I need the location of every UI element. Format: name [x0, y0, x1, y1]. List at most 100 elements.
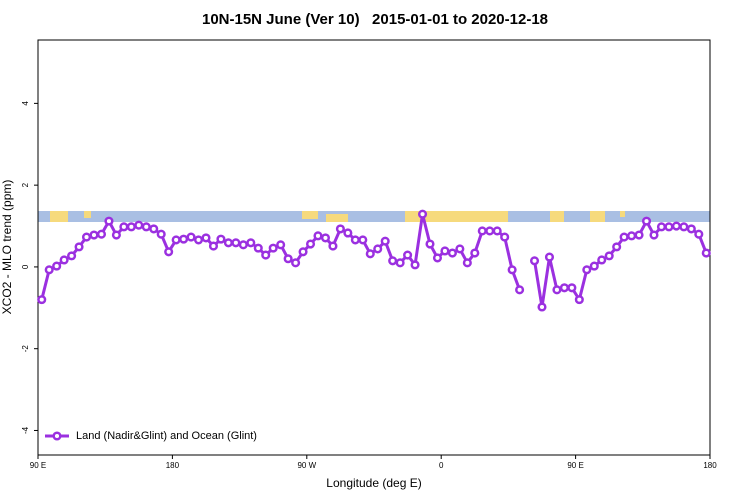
point [193, 235, 204, 245]
point [89, 230, 99, 240]
point [37, 295, 47, 305]
legend-label: Land (Nadir&Glint) and Ocean (Glint) [76, 430, 257, 442]
point [74, 242, 84, 252]
y-tick-label: 4 [21, 101, 30, 106]
land-ocean-strip [38, 211, 710, 222]
y-tick-label: 0 [21, 264, 30, 269]
point [343, 228, 353, 238]
point [328, 241, 338, 251]
point [604, 251, 614, 261]
point [298, 247, 308, 257]
point [619, 232, 629, 242]
point [373, 244, 383, 254]
point [52, 261, 62, 271]
point [268, 243, 278, 253]
point [231, 238, 241, 248]
point [208, 241, 219, 251]
point [410, 260, 420, 270]
point [291, 258, 301, 268]
point [559, 283, 569, 293]
point [111, 230, 121, 240]
point [320, 233, 331, 243]
point [627, 231, 637, 241]
point [582, 265, 592, 275]
y-tick-label: 2 [21, 182, 30, 187]
point [149, 224, 159, 234]
point [380, 236, 390, 246]
point [686, 224, 696, 234]
legend-marker [52, 431, 62, 441]
x-tick-label: 180 [166, 461, 180, 470]
point [388, 256, 398, 266]
point [529, 256, 540, 266]
point [537, 302, 547, 312]
plot-frame [37, 39, 711, 456]
point [507, 265, 517, 275]
point [253, 243, 263, 253]
point [492, 226, 502, 236]
x-tick-label: 90 W [297, 461, 316, 470]
point [44, 265, 54, 275]
point [201, 233, 211, 243]
point [656, 222, 667, 232]
point [470, 248, 480, 258]
x-tick-label: 90 E [30, 461, 46, 470]
point [574, 295, 584, 305]
point [485, 226, 495, 236]
point [164, 247, 174, 257]
point [701, 248, 711, 258]
point [67, 251, 77, 261]
point [283, 254, 293, 264]
point [126, 222, 136, 232]
point [81, 232, 92, 242]
point [171, 235, 181, 245]
point [59, 255, 69, 265]
point [515, 285, 525, 295]
point [544, 252, 555, 262]
point [432, 253, 443, 263]
point [119, 222, 129, 232]
point [462, 258, 472, 268]
point [694, 229, 704, 239]
point [96, 229, 107, 239]
point [156, 229, 166, 239]
x-tick-label: 90 E [567, 461, 583, 470]
point [313, 231, 323, 241]
point [447, 248, 457, 258]
point [552, 285, 562, 295]
point [440, 246, 450, 256]
point [417, 209, 428, 219]
point [597, 255, 607, 265]
point [612, 242, 622, 252]
y-tick-label: -2 [21, 345, 30, 353]
point [477, 226, 487, 236]
point [179, 234, 189, 244]
point [567, 283, 577, 293]
point [455, 244, 465, 254]
point [223, 238, 233, 248]
point [350, 235, 360, 245]
x-tick-label: 0 [439, 461, 444, 470]
point [186, 232, 196, 242]
point [664, 222, 674, 232]
point [276, 240, 286, 250]
point [500, 232, 510, 242]
point [395, 258, 405, 268]
point [403, 250, 413, 260]
y-tick-label: -4 [21, 426, 30, 434]
x-axis-label: Longitude (deg E) [326, 476, 421, 490]
point [104, 216, 114, 226]
point [335, 224, 345, 234]
point [671, 221, 681, 231]
point [134, 220, 144, 230]
point [365, 249, 375, 259]
x-tick-label: 180 [703, 461, 717, 470]
point [641, 216, 652, 226]
point [649, 230, 659, 240]
point [141, 222, 151, 232]
chart-title: 10N-15N June (Ver 10) 2015-01-01 to 2020… [202, 11, 548, 28]
point [589, 261, 599, 271]
point [634, 230, 644, 240]
point [216, 234, 226, 244]
